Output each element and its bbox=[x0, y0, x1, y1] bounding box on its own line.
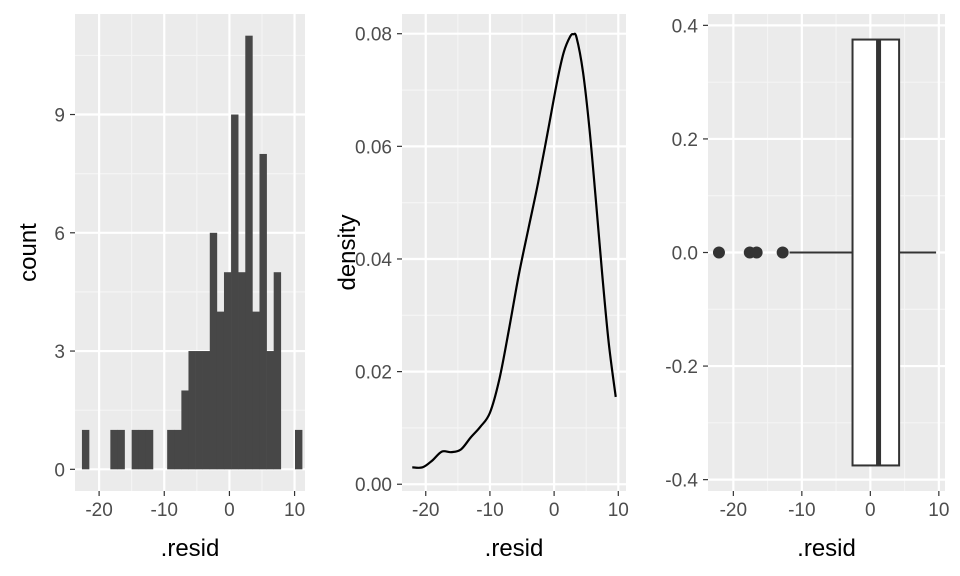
histogram-bar bbox=[252, 311, 260, 470]
histogram-bar bbox=[259, 153, 267, 470]
histogram-bars bbox=[81, 35, 303, 470]
density-curve-group bbox=[412, 32, 617, 469]
box-iqr bbox=[851, 38, 901, 467]
y-tick-label: 0.04 bbox=[355, 250, 392, 271]
x-tick-label: 10 bbox=[928, 500, 949, 521]
histogram-bar bbox=[294, 429, 303, 470]
histogram-bar bbox=[231, 114, 239, 470]
y-tick-label: -0.4 bbox=[665, 471, 698, 492]
histogram-bar bbox=[188, 351, 196, 470]
x-tick-label: -10 bbox=[151, 500, 178, 521]
x-tick-label: -20 bbox=[412, 500, 439, 521]
x-axis-title: .resid bbox=[797, 535, 856, 562]
histogram-bar bbox=[138, 429, 147, 470]
x-tick-label: -10 bbox=[788, 500, 815, 521]
histogram-bar bbox=[245, 35, 253, 470]
y-tick-label: 0.06 bbox=[355, 137, 392, 158]
y-tick-label: 0.08 bbox=[355, 25, 392, 46]
y-axis-title: density bbox=[334, 214, 361, 290]
y-tick-label: 0 bbox=[54, 460, 65, 481]
x-tick-label: 0 bbox=[549, 500, 560, 521]
histogram-bar bbox=[266, 351, 274, 470]
x-axis-title: .resid bbox=[161, 535, 220, 562]
x-tick-label: 0 bbox=[224, 500, 235, 521]
histogram-bar bbox=[110, 429, 118, 470]
histogram-bar bbox=[174, 429, 182, 470]
histogram-bar bbox=[131, 429, 140, 470]
x-tick-label: 10 bbox=[284, 500, 305, 521]
x-axis-title: .resid bbox=[485, 535, 544, 562]
x-tick-label: -20 bbox=[720, 500, 747, 521]
histogram-bar bbox=[216, 311, 225, 470]
outlier-point bbox=[712, 246, 725, 259]
y-tick-label: 0.2 bbox=[672, 130, 698, 151]
x-tick-label: -10 bbox=[476, 500, 503, 521]
histogram-bar bbox=[195, 351, 203, 470]
y-axis-title: count bbox=[15, 223, 42, 282]
y-tick-label: -0.2 bbox=[665, 357, 698, 378]
axis-ticks: -20 -10 0 10 0 3 6 9 bbox=[54, 106, 305, 521]
histogram-bar bbox=[273, 272, 282, 470]
y-tick-label: 6 bbox=[54, 224, 65, 245]
histogram-panel: -20 -10 0 10 0 3 6 9 .resid count bbox=[15, 14, 305, 562]
y-tick-label: 9 bbox=[54, 106, 65, 127]
density-panel: -20 -10 0 10 0.00 0.02 0.04 0.06 0.08 .resid den… bbox=[334, 14, 629, 562]
histogram-bar bbox=[81, 429, 90, 470]
panel-background bbox=[402, 14, 626, 491]
histogram-bar bbox=[181, 390, 189, 470]
outlier-point bbox=[750, 246, 763, 259]
y-tick-label: 0.0 bbox=[672, 244, 698, 265]
axis-ticks: -20 -10 0 10 0.00 0.02 0.04 0.06 0.08 bbox=[355, 25, 629, 521]
histogram-bar bbox=[202, 351, 211, 470]
histogram-bar bbox=[238, 272, 246, 470]
x-tick-label: 0 bbox=[865, 500, 876, 521]
axis-ticks: -20 -10 0 10 -0.4 -0.2 0.0 0.2 0.4 bbox=[665, 16, 949, 521]
y-tick-label: 0.02 bbox=[355, 363, 392, 384]
histogram-bar bbox=[223, 272, 232, 470]
outlier-point bbox=[776, 246, 789, 259]
x-tick-label: 10 bbox=[608, 500, 629, 521]
y-tick-label: 0.00 bbox=[355, 475, 392, 496]
x-tick-label: -20 bbox=[85, 500, 112, 521]
boxplot-group bbox=[712, 38, 937, 467]
y-tick-label: 3 bbox=[54, 342, 65, 363]
density-curve bbox=[412, 32, 617, 469]
histogram-bar bbox=[117, 429, 125, 470]
histogram-bar bbox=[167, 429, 175, 470]
histogram-bar bbox=[145, 429, 154, 470]
boxplot-panel: -20 -10 0 10 -0.4 -0.2 0.0 0.2 0.4 .resid bbox=[665, 14, 949, 562]
histogram-bar bbox=[209, 232, 218, 470]
y-tick-label: 0.4 bbox=[672, 16, 699, 37]
